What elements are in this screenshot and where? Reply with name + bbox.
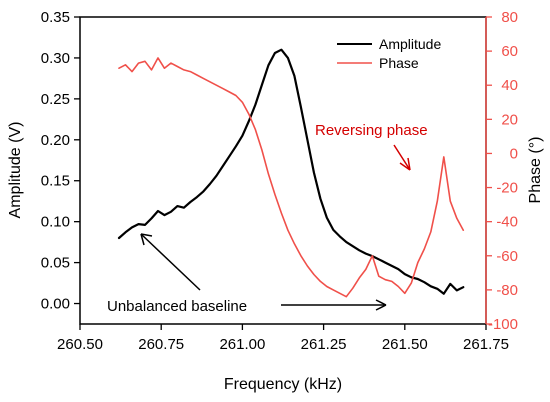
y-left-axis-ticks: 0.00 0.05 0.10 0.15 0.20 0.25 0.30 0.35 bbox=[41, 9, 80, 313]
y-left-tick-label: 0.25 bbox=[41, 91, 70, 108]
y-left-tick-label: 0.05 bbox=[41, 255, 70, 272]
y-right-tick-label: 40 bbox=[501, 77, 518, 94]
x-tick-label: 260.50 bbox=[57, 336, 103, 353]
y-left-tick-label: 0.10 bbox=[41, 214, 70, 231]
series-layer bbox=[117, 48, 465, 298]
annotation-unbalanced-baseline: Unbalanced baseline bbox=[107, 233, 387, 315]
x-tick-label: 260.75 bbox=[138, 336, 184, 353]
x-tick-label: 261.50 bbox=[382, 336, 428, 353]
annotation-baseline-arrow-right-head bbox=[375, 299, 387, 311]
y-right-tick-label: -100 bbox=[488, 316, 518, 333]
x-tick-label: 261.75 bbox=[463, 336, 509, 353]
y-right-tick-label: 20 bbox=[501, 111, 518, 128]
x-axis-title: Frequency (kHz) bbox=[224, 376, 342, 393]
y-right-tick-label: -80 bbox=[496, 282, 518, 299]
series-line-amplitude bbox=[117, 48, 465, 295]
y-left-tick-label: 0.00 bbox=[41, 296, 70, 313]
y-right-axis-title: Phase (°) bbox=[527, 137, 544, 204]
y-right-tick-label: 0 bbox=[510, 145, 518, 162]
legend-label-phase: Phase bbox=[379, 55, 419, 71]
annotation-reversing-phase-arrow bbox=[393, 144, 411, 171]
y-right-tick-label: 80 bbox=[501, 9, 518, 26]
annotation-reversing-phase-label: Reversing phase bbox=[315, 122, 428, 139]
x-axis-ticks: 260.50 260.75 261.00 261.25 261.50 261.75 bbox=[57, 324, 509, 353]
annotation-reversing-phase: Reversing phase bbox=[315, 122, 428, 171]
y-left-tick-label: 0.35 bbox=[41, 9, 70, 26]
annotation-reversing-phase-arrowhead bbox=[399, 157, 411, 171]
y-left-tick-label: 0.15 bbox=[41, 173, 70, 190]
x-tick-label: 261.25 bbox=[301, 336, 347, 353]
annotation-baseline-arrow-left bbox=[140, 233, 201, 291]
y-left-tick-label: 0.20 bbox=[41, 132, 70, 149]
y-right-tick-label: -20 bbox=[496, 180, 518, 197]
y-right-tick-label: -60 bbox=[496, 248, 518, 265]
legend: Amplitude Phase bbox=[337, 36, 441, 71]
y-left-axis-title: Amplitude (V) bbox=[7, 122, 24, 219]
annotation-unbalanced-baseline-label: Unbalanced baseline bbox=[107, 298, 247, 315]
x-tick-label: 261.00 bbox=[219, 336, 265, 353]
y-right-tick-label: -40 bbox=[496, 214, 518, 231]
legend-label-amplitude: Amplitude bbox=[379, 36, 441, 52]
y-right-axis-ticks: -100 -80 -60 -40 -20 0 20 40 60 80 bbox=[486, 9, 518, 333]
annotation-baseline-arrow-left-head bbox=[140, 233, 153, 246]
y-right-tick-label: 60 bbox=[501, 43, 518, 60]
series-line-phase bbox=[118, 57, 465, 298]
y-left-tick-label: 0.30 bbox=[41, 50, 70, 67]
